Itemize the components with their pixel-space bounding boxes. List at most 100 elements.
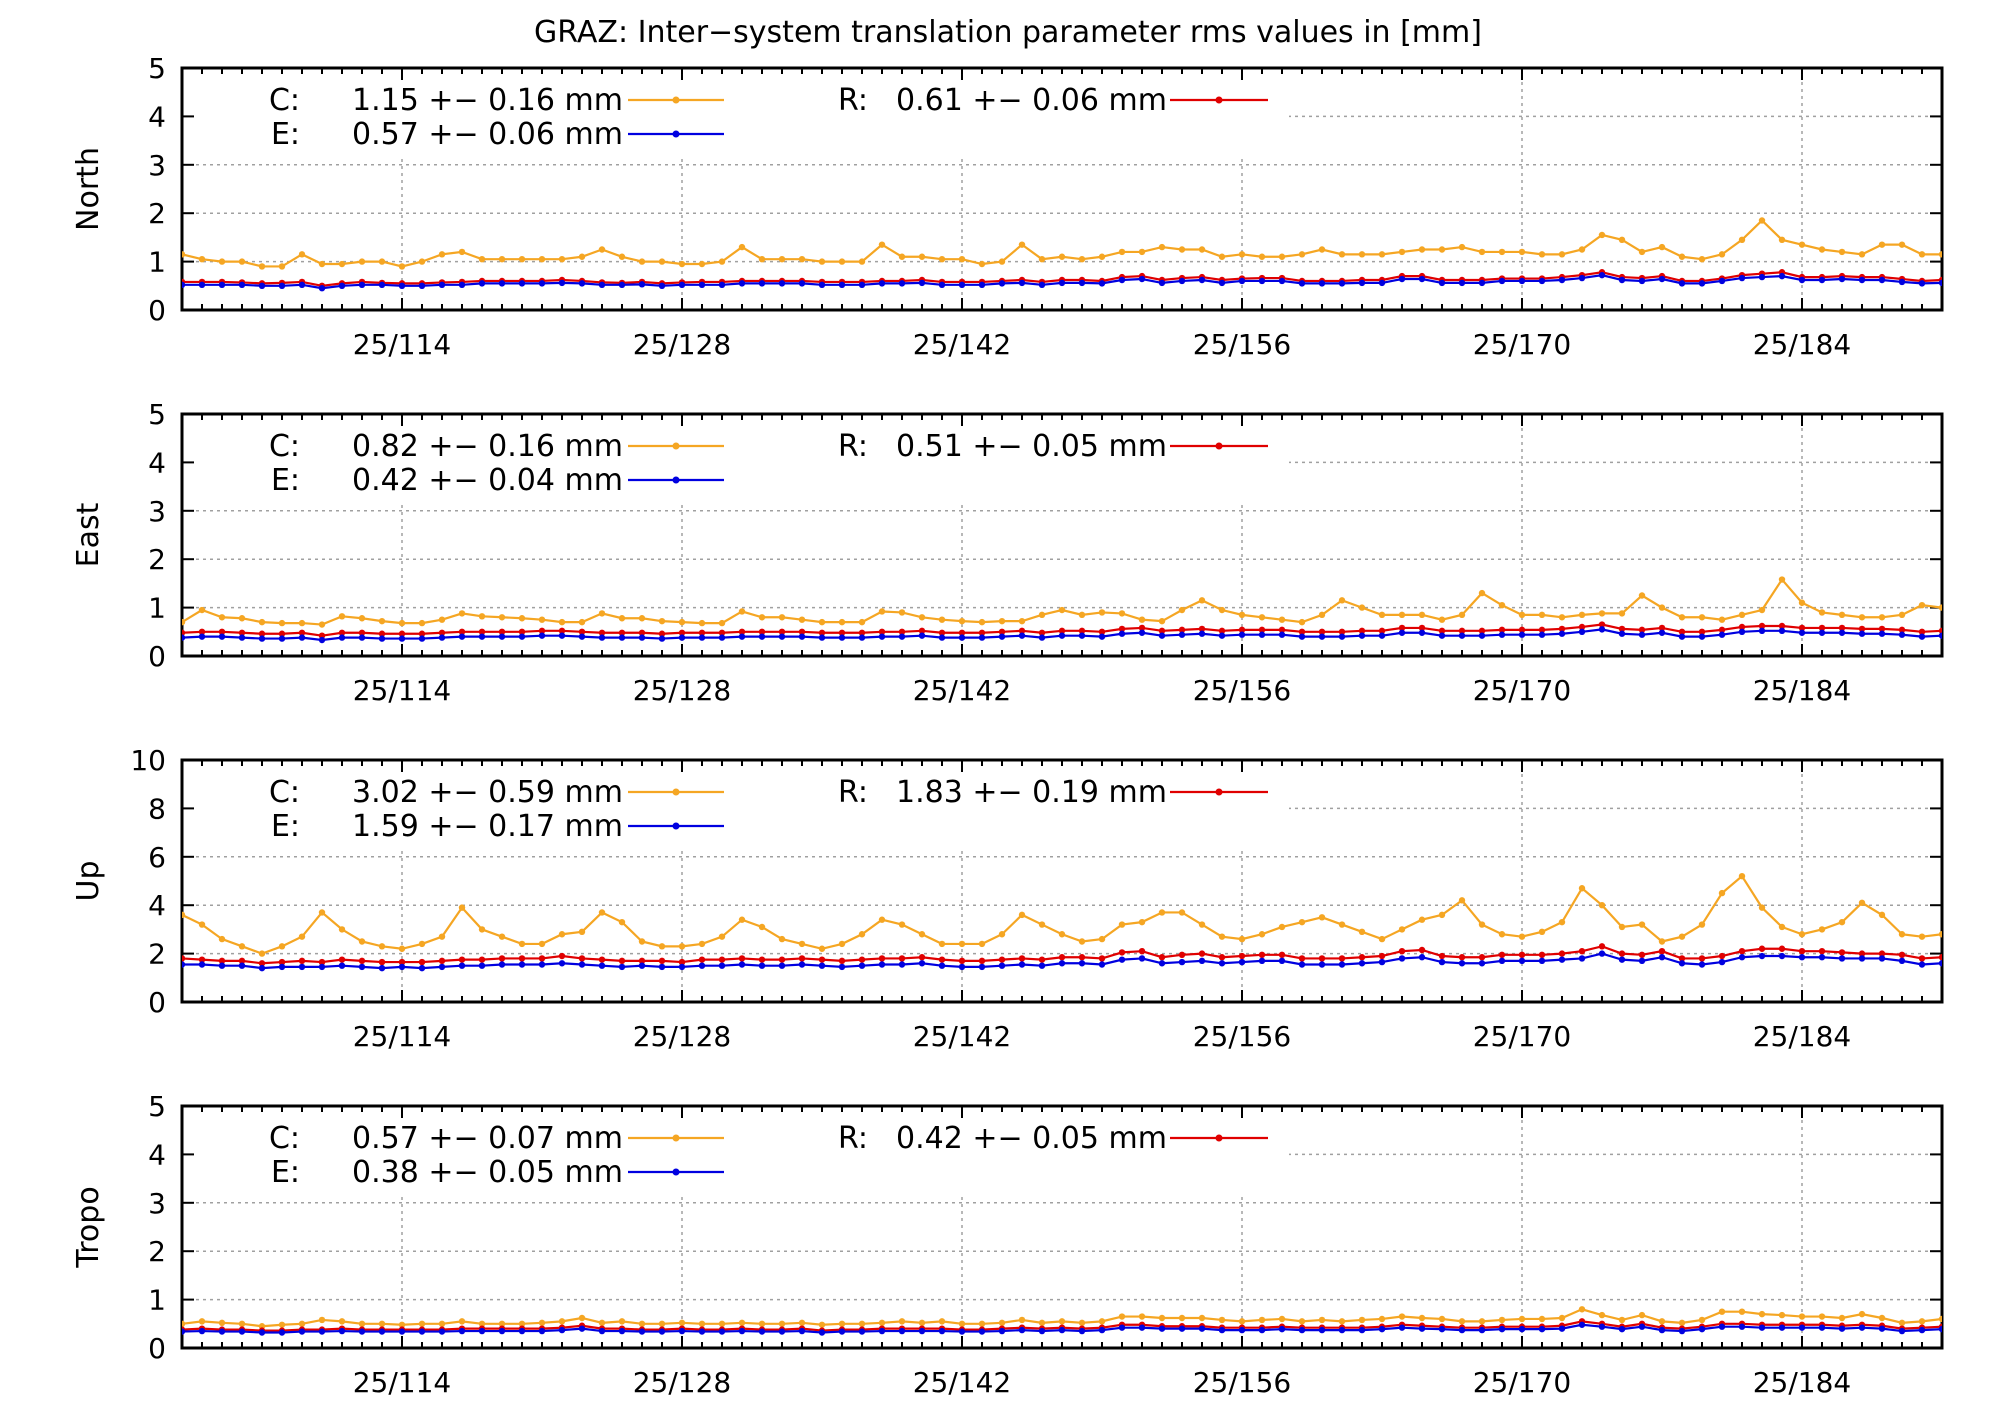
- data-point-C: [878, 916, 886, 923]
- series-line-C: [182, 218, 1942, 268]
- y-tick-label: 2: [148, 543, 166, 576]
- x-tick-label: 25/170: [1473, 674, 1572, 707]
- legend-value-E: 0.42 +− 0.04 mm: [352, 463, 623, 498]
- data-point-R: [1918, 628, 1926, 635]
- data-point-R: [238, 957, 246, 965]
- data-point-R: [1278, 626, 1286, 634]
- data-point-E: [1078, 632, 1086, 639]
- data-point-R: [1878, 950, 1886, 957]
- data-point-E: [1798, 629, 1806, 636]
- data-point-C: [1638, 248, 1646, 256]
- data-point-E: [1818, 954, 1826, 961]
- data-point-R: [838, 629, 846, 636]
- data-point-E: [338, 282, 346, 289]
- series-layer: [182, 217, 1965, 292]
- data-point-C: [1218, 606, 1226, 614]
- data-point-R: [458, 628, 466, 635]
- x-tick-label: 25/156: [1193, 674, 1292, 707]
- data-point-E: [1858, 1324, 1866, 1331]
- series-line-C: [182, 874, 1942, 955]
- data-point-E: [1418, 629, 1426, 636]
- data-point-C: [1118, 248, 1126, 256]
- y-axis-label: East: [71, 502, 106, 567]
- data-point-E: [1518, 1325, 1526, 1333]
- data-point-E: [1138, 275, 1146, 283]
- data-point-E: [1898, 278, 1906, 286]
- data-point-C: [558, 255, 566, 263]
- data-point-E: [1959, 632, 1965, 638]
- data-point-E: [418, 282, 426, 289]
- data-point-C: [778, 614, 786, 621]
- data-point-E: [478, 1327, 486, 1335]
- data-point-C: [1118, 610, 1126, 617]
- data-point-C: [1518, 611, 1526, 619]
- data-point-E: [1178, 631, 1186, 638]
- series-layer: [182, 576, 1965, 644]
- data-point-E: [1258, 631, 1266, 638]
- data-point-E: [218, 633, 226, 640]
- data-point-C: [978, 260, 986, 268]
- data-point-E: [398, 1328, 406, 1335]
- data-point-E: [678, 634, 686, 641]
- data-point-E: [1618, 1325, 1626, 1333]
- data-point-R: [1238, 952, 1246, 960]
- data-point-R: [1418, 946, 1426, 954]
- data-point-E: [1838, 629, 1846, 636]
- y-tick-label: 4: [148, 889, 166, 922]
- data-point-C: [1218, 933, 1226, 940]
- data-point-E: [1698, 961, 1706, 968]
- data-point-E: [778, 962, 786, 969]
- data-point-C: [1918, 933, 1926, 940]
- data-point-E: [358, 963, 366, 971]
- data-point-E: [1718, 277, 1726, 285]
- data-point-C: [438, 933, 446, 940]
- data-point-C: [1518, 248, 1526, 256]
- data-point-C: [958, 617, 966, 625]
- data-point-E: [758, 280, 766, 287]
- data-point-E: [498, 961, 506, 968]
- data-point-C: [1938, 604, 1942, 611]
- data-point-C: [1038, 611, 1046, 619]
- data-point-R: [1118, 625, 1126, 633]
- legend-key-C: C:: [269, 83, 300, 118]
- data-point-C: [858, 618, 866, 626]
- data-point-E: [758, 962, 766, 969]
- series-layer: [182, 1306, 1942, 1336]
- data-point-R: [1638, 951, 1646, 959]
- data-point-C: [1278, 616, 1286, 623]
- data-point-C: [1218, 253, 1226, 260]
- data-point-E: [1758, 273, 1766, 281]
- data-point-E: [1938, 279, 1942, 287]
- data-point-C: [718, 258, 726, 265]
- data-point-E: [1398, 955, 1406, 962]
- data-point-E: [1278, 631, 1286, 638]
- data-point-C: [538, 255, 546, 263]
- data-point-C: [1798, 931, 1806, 938]
- data-point-E: [598, 962, 606, 969]
- data-point-R: [1078, 954, 1086, 961]
- data-point-C: [858, 258, 866, 265]
- data-point-E: [558, 1326, 566, 1334]
- data-point-E: [1678, 280, 1686, 287]
- data-point-E: [318, 636, 326, 644]
- data-point-E: [318, 1328, 326, 1335]
- data-point-C: [1959, 251, 1965, 257]
- data-point-R: [438, 957, 446, 965]
- data-point-C: [1338, 921, 1346, 928]
- data-point-C: [1458, 611, 1466, 619]
- data-point-R: [218, 628, 226, 635]
- data-point-E: [1598, 1323, 1606, 1330]
- data-point-E: [898, 961, 906, 968]
- data-point-C: [718, 619, 726, 627]
- data-point-E: [698, 281, 706, 289]
- data-point-C: [818, 945, 826, 952]
- data-point-R: [1658, 624, 1666, 632]
- data-point-E: [438, 634, 446, 641]
- data-point-C: [578, 618, 586, 626]
- data-point-E: [1538, 631, 1546, 638]
- legend-key-R: R:: [838, 775, 868, 810]
- data-point-R: [1578, 623, 1586, 631]
- data-point-R: [1938, 954, 1942, 961]
- data-point-R: [1959, 952, 1965, 958]
- data-point-E: [1018, 1326, 1026, 1334]
